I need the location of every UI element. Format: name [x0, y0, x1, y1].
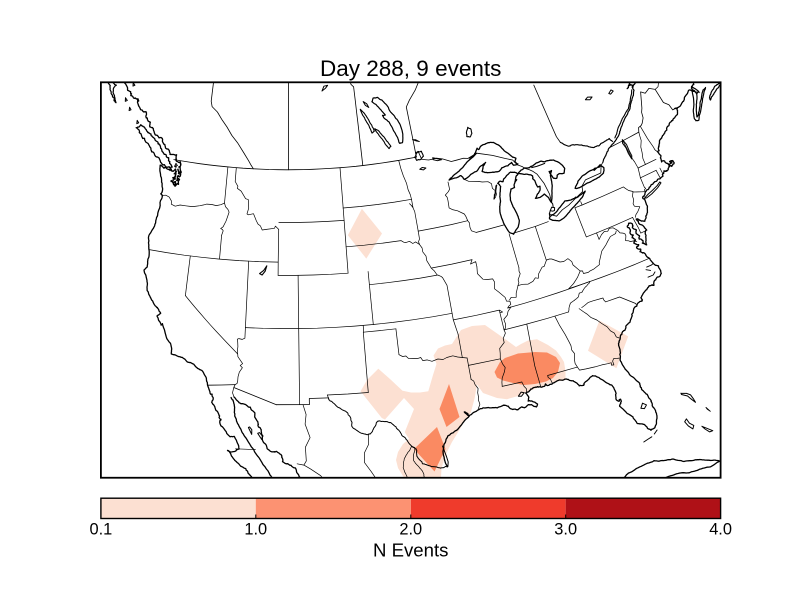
svg-text:2.0: 2.0 [399, 521, 422, 539]
svg-text:0.1: 0.1 [90, 521, 113, 539]
svg-text:4.0: 4.0 [709, 521, 732, 539]
svg-text:N Events: N Events [373, 540, 448, 561]
svg-text:3.0: 3.0 [554, 521, 577, 539]
svg-text:1.0: 1.0 [244, 521, 267, 539]
svg-text:Day 288, 9 events: Day 288, 9 events [320, 56, 501, 81]
